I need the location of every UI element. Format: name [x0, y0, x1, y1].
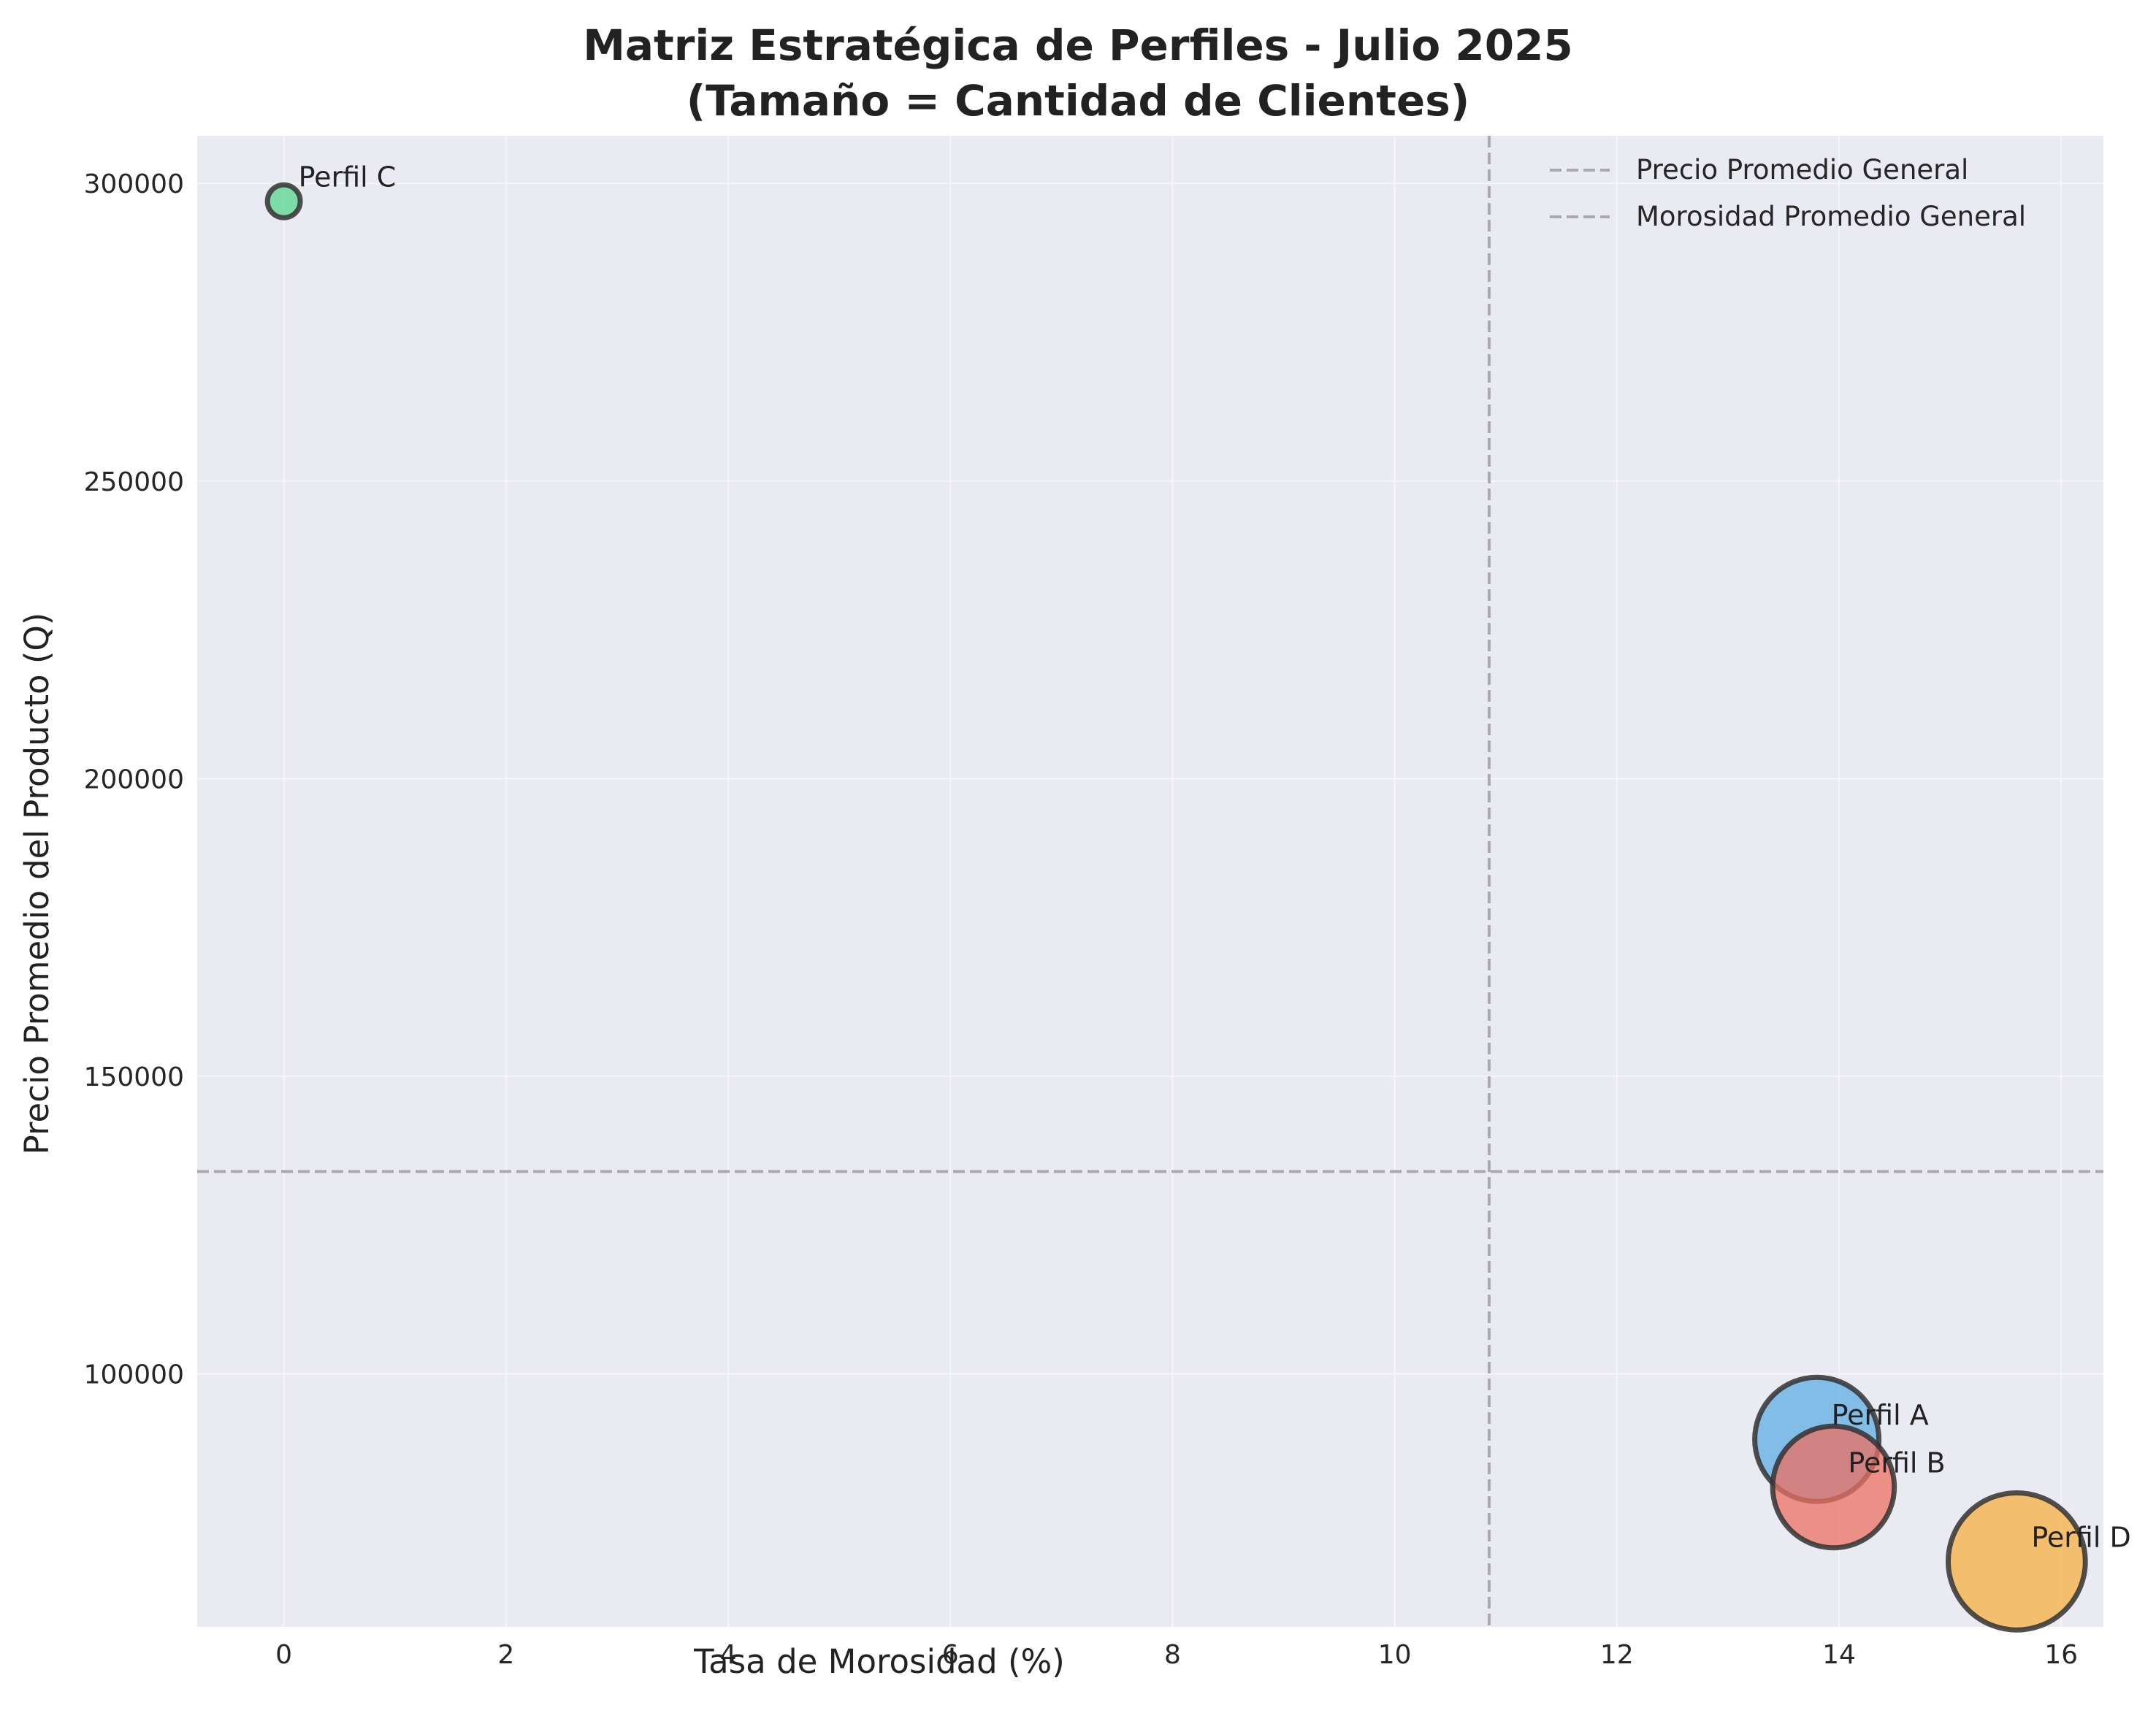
x-tick-label: 14 — [1822, 1640, 1856, 1670]
y-tick-label: 300000 — [84, 169, 184, 199]
chart-title-group: Matriz Estratégica de Perfiles - Julio 2… — [583, 20, 1573, 126]
legend: Precio Promedio General Morosidad Promedi… — [1550, 154, 2026, 232]
scatter-points — [264, 182, 2088, 1633]
point-perfil-d — [1945, 1490, 2088, 1633]
y-axis-label: Precio Promedio del Producto (Q) — [18, 613, 56, 1155]
point-label-perfil-a: Perfil A — [1832, 1399, 1929, 1431]
point-perfil-b — [1770, 1423, 1897, 1551]
y-tick-label: 150000 — [84, 1062, 184, 1092]
point-perfil-c — [264, 182, 303, 221]
x-tick-label: 8 — [1164, 1640, 1181, 1670]
y-axis-ticks: 100000 150000 200000 250000 300000 — [84, 169, 184, 1390]
x-tick-label: 0 — [275, 1640, 292, 1670]
grid-layer — [197, 136, 2103, 1627]
x-axis-label: Tasa de Morosidad (%) — [693, 1642, 1065, 1681]
plot-area — [197, 136, 2103, 1627]
chart-title: Matriz Estratégica de Perfiles - Julio 2… — [583, 20, 1573, 70]
y-tick-label: 200000 — [84, 765, 184, 794]
point-label-perfil-b: Perfil B — [1848, 1446, 1945, 1479]
x-tick-label: 6 — [942, 1640, 959, 1670]
reference-lines — [197, 136, 2103, 1627]
legend-label-morosidad-promedio-general: Morosidad Promedio General — [1636, 201, 2026, 232]
point-label-perfil-c: Perfil C — [299, 161, 397, 193]
x-axis-ticks: 0 2 4 6 8 10 12 14 16 — [275, 1640, 2078, 1670]
legend-label-precio-promedio-general: Precio Promedio General — [1636, 154, 1968, 185]
y-tick-label: 100000 — [84, 1360, 184, 1390]
point-labels: Perfil C Perfil A Perfil B Perfil D — [299, 161, 2131, 1554]
y-tick-label: 250000 — [84, 467, 184, 497]
x-tick-label: 4 — [720, 1640, 737, 1670]
chart-subtitle: (Tamaño = Cantidad de Clientes) — [687, 76, 1470, 126]
x-tick-label: 10 — [1378, 1640, 1412, 1670]
point-label-perfil-d: Perfil D — [2031, 1521, 2130, 1553]
x-tick-label: 2 — [497, 1640, 514, 1670]
x-tick-label: 16 — [2044, 1640, 2078, 1670]
x-tick-label: 12 — [1600, 1640, 1634, 1670]
